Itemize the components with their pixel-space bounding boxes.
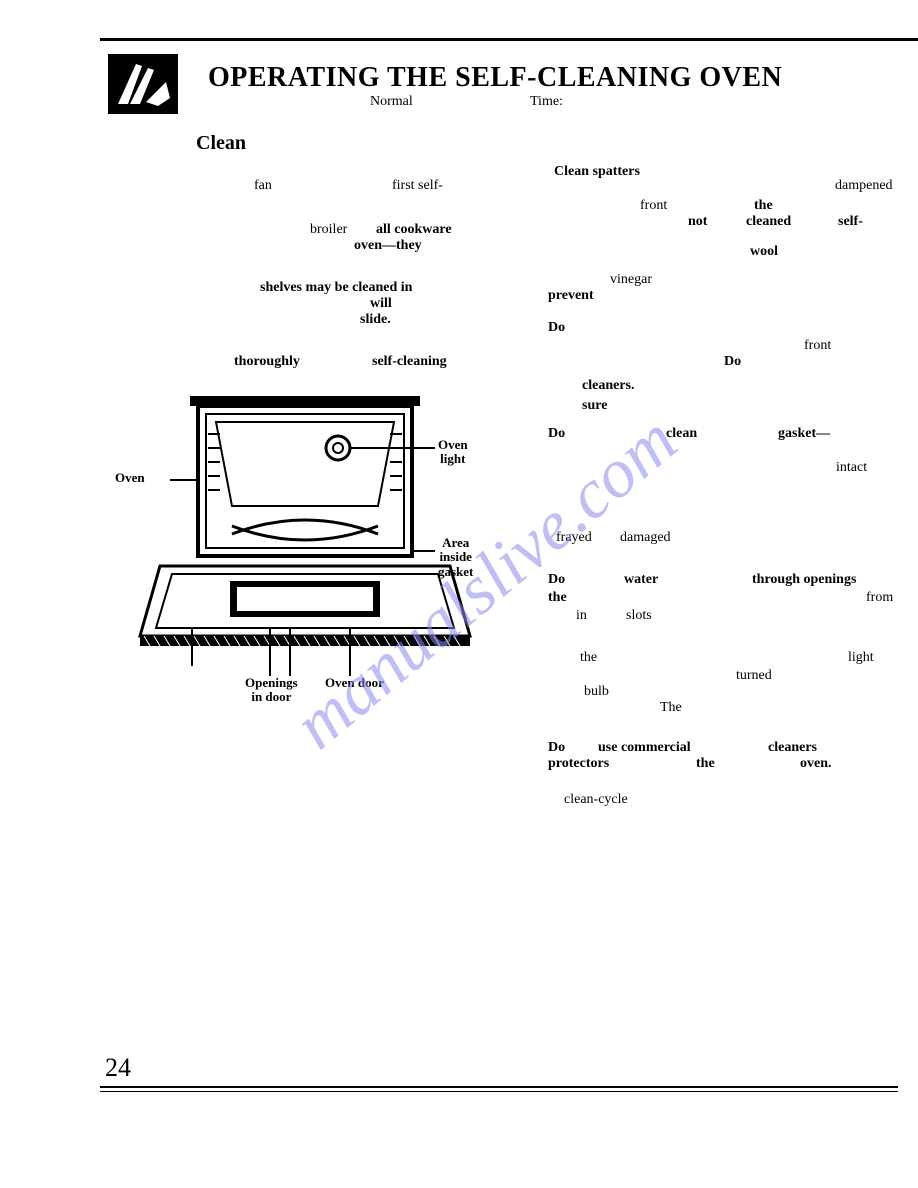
- word-the1: the: [754, 198, 773, 214]
- word-slide: slide.: [360, 312, 391, 328]
- word-cleaners2: cleaners: [768, 740, 817, 756]
- word-prevent: prevent: [548, 288, 594, 304]
- word-gasket: gasket—: [778, 426, 830, 442]
- word-the5: the: [696, 756, 715, 772]
- word-all-cookware: all cookware: [376, 222, 452, 238]
- word-the3: the: [580, 650, 597, 666]
- word-the4: The: [660, 700, 682, 716]
- label-oven-light: Oven light: [438, 438, 468, 467]
- page-title: OPERATING THE SELF-CLEANING OVEN: [208, 62, 782, 94]
- word-thoroughly: thoroughly: [234, 354, 300, 370]
- word-in: in: [576, 608, 587, 624]
- word-first-self: first self-: [392, 178, 443, 194]
- word-clean-spatters: Clean spatters: [554, 164, 640, 180]
- word-cleaned: cleaned: [746, 214, 791, 230]
- label-openings-in-door: Openings in door: [245, 676, 298, 705]
- word-do5: Do: [548, 740, 565, 756]
- word-cleaners: cleaners.: [582, 378, 634, 394]
- word-dampened: dampened: [835, 178, 893, 194]
- word-wool: wool: [750, 244, 778, 260]
- word-shelves-line: shelves may be cleaned in: [260, 280, 412, 296]
- word-oven-they: oven—they: [354, 238, 422, 254]
- word-not: not: [688, 214, 707, 230]
- word-fan: fan: [254, 178, 272, 194]
- heading-clean: Clean: [196, 132, 246, 155]
- logo-icon: [108, 54, 178, 114]
- word-protectors: protectors: [548, 756, 609, 772]
- word-clean-cycle: clean-cycle: [564, 792, 628, 808]
- word-from: from: [866, 590, 893, 606]
- word-sure: sure: [582, 398, 607, 414]
- oven-diagram: Oven Oven light Area inside gasket Openi…: [120, 386, 500, 706]
- word-damaged: damaged: [620, 530, 671, 546]
- word-do1: Do: [548, 320, 565, 336]
- subtitle-normal: Normal: [370, 94, 413, 110]
- word-self: self-: [838, 214, 863, 230]
- word-broiler: broiler: [310, 222, 347, 238]
- word-front2: front: [804, 338, 831, 354]
- word-self-cleaning: self-cleaning: [372, 354, 447, 370]
- subtitle-time: Time:: [530, 94, 563, 110]
- bottom-rule-thin: [100, 1091, 898, 1092]
- word-clean: clean: [666, 426, 697, 442]
- word-frayed: frayed: [556, 530, 592, 546]
- word-bulb: bulb: [584, 684, 609, 700]
- word-vinegar: vinegar: [610, 272, 652, 288]
- word-intact: intact: [836, 460, 867, 476]
- word-do2: Do: [724, 354, 741, 370]
- word-water: water: [624, 572, 658, 588]
- word-use-commercial: use commercial: [598, 740, 691, 756]
- word-front1: front: [640, 198, 667, 214]
- word-will: will: [370, 296, 392, 312]
- label-area-inside-gasket: Area inside gasket: [438, 536, 473, 579]
- top-rule: [100, 38, 918, 41]
- label-oven: Oven: [115, 471, 145, 485]
- manual-page: OPERATING THE SELF-CLEANING OVEN Normal …: [0, 0, 918, 1188]
- word-oven: oven.: [800, 756, 832, 772]
- word-through-openings: through openings: [752, 572, 856, 588]
- word-slots: slots: [626, 608, 652, 624]
- word-the2: the: [548, 590, 567, 606]
- word-do3: Do: [548, 426, 565, 442]
- word-turned: turned: [736, 668, 772, 684]
- word-do4: Do: [548, 572, 565, 588]
- bottom-rule: [100, 1086, 898, 1088]
- label-oven-door: Oven door: [325, 676, 384, 690]
- word-light: light: [848, 650, 874, 666]
- page-number: 24: [105, 1053, 131, 1083]
